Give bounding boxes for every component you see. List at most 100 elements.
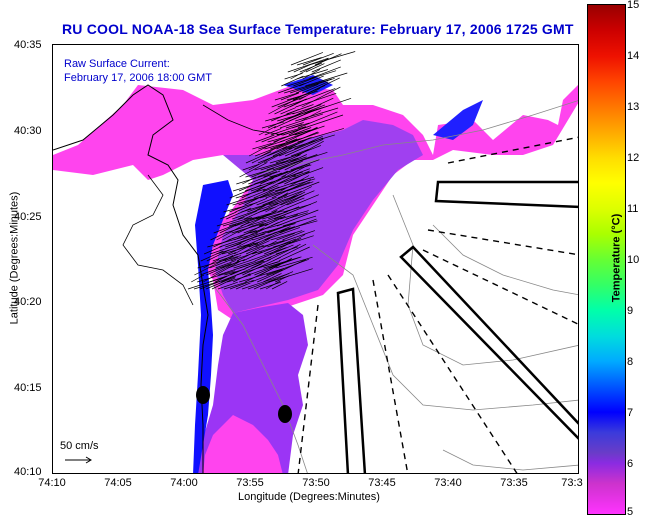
current-vector — [203, 245, 223, 255]
bay-shoreline — [202, 104, 344, 136]
y-tick-label: 40:15 — [14, 382, 42, 394]
current-vector — [245, 170, 268, 178]
current-vector — [213, 237, 235, 248]
current-vector — [206, 266, 226, 276]
current-vector — [259, 281, 282, 290]
current-vector — [265, 280, 281, 290]
current-vector — [283, 190, 302, 199]
current-vector — [279, 218, 317, 234]
current-vector — [261, 240, 285, 248]
current-vector — [236, 240, 277, 262]
current-vector — [237, 225, 254, 234]
current-vector — [263, 273, 282, 283]
current-vector — [259, 191, 282, 199]
current-vector — [267, 230, 316, 248]
current-vector — [263, 237, 302, 255]
current-vector — [197, 270, 236, 283]
current-vector — [217, 281, 238, 290]
colorbar-title: Temperature (°C) — [610, 213, 623, 303]
current-vector — [200, 250, 224, 262]
current-vector — [254, 244, 294, 262]
current-vector — [296, 140, 324, 157]
survey-line-1 — [447, 136, 578, 164]
current-vector — [275, 275, 290, 283]
current-vector — [268, 193, 302, 206]
current-vector — [288, 134, 335, 150]
current-vector — [230, 260, 264, 276]
current-vector — [293, 77, 316, 87]
current-vector — [212, 252, 237, 262]
current-vector — [269, 234, 306, 255]
current-vector — [233, 260, 256, 269]
current-vector — [301, 110, 322, 122]
current-vector — [258, 140, 285, 150]
current-vector — [263, 170, 281, 178]
current-vector — [280, 92, 299, 101]
bathymetry-contour-5 — [392, 194, 578, 366]
current-vector — [200, 263, 232, 276]
x-tick-label: 73:50 — [302, 477, 330, 489]
sst-field-pink-south — [203, 415, 283, 473]
current-vector — [261, 121, 285, 129]
current-vector — [218, 244, 264, 262]
colorbar-tick-label: 9 — [627, 305, 634, 317]
current-vector — [242, 163, 260, 171]
current-vector — [251, 145, 288, 164]
current-vector — [253, 192, 289, 213]
current-vector — [260, 170, 288, 185]
current-vector — [280, 175, 310, 192]
bathymetry-contour-3 — [312, 244, 578, 411]
inner-coastline — [122, 174, 194, 306]
current-vector — [283, 104, 326, 122]
current-vector — [302, 52, 334, 66]
current-vector — [245, 264, 281, 283]
current-vector — [229, 184, 262, 199]
current-vector — [251, 258, 271, 269]
current-vector — [287, 57, 329, 73]
current-vector — [242, 251, 263, 262]
current-vector — [287, 70, 337, 87]
current-vector — [205, 276, 236, 290]
x-tick-label: 73:40 — [434, 477, 462, 489]
current-vector — [203, 260, 241, 283]
survey-line-3 — [422, 249, 578, 325]
current-vector — [269, 268, 313, 283]
current-vector — [257, 165, 289, 178]
current-vector — [254, 161, 285, 171]
current-vector — [308, 66, 341, 80]
current-vector — [219, 231, 267, 248]
current-vector — [247, 185, 279, 199]
current-vector — [251, 269, 283, 283]
x-tick-label: 73:3 — [561, 477, 583, 489]
current-vector — [229, 205, 245, 213]
current-vector — [296, 69, 329, 80]
current-vector — [305, 72, 348, 87]
x-tick-label: 73:45 — [368, 477, 396, 489]
current-vector — [226, 196, 251, 206]
current-vector — [282, 230, 305, 241]
current-vector — [268, 94, 304, 115]
current-vector — [238, 172, 282, 192]
current-vector — [264, 128, 282, 136]
current-vector — [295, 92, 337, 108]
current-vector — [276, 126, 306, 136]
current-vector — [298, 97, 334, 115]
current-vector — [275, 256, 313, 269]
current-vector — [227, 260, 250, 269]
current-vector — [218, 264, 251, 276]
current-vector — [264, 227, 301, 241]
bathymetry-contour-2 — [252, 100, 578, 176]
x-tick-label: 74:10 — [38, 477, 66, 489]
current-vector — [203, 259, 220, 269]
current-vector — [271, 109, 299, 122]
current-vector — [288, 126, 307, 136]
current-vector — [263, 145, 296, 164]
y-tick-label: 40:25 — [14, 211, 42, 223]
current-vector — [311, 59, 341, 73]
current-vector — [241, 180, 276, 199]
current-vector — [271, 91, 313, 108]
current-vector — [285, 122, 304, 129]
map-canvas — [53, 51, 578, 473]
sst-field-blue-east — [433, 100, 483, 140]
current-vector — [271, 179, 312, 199]
